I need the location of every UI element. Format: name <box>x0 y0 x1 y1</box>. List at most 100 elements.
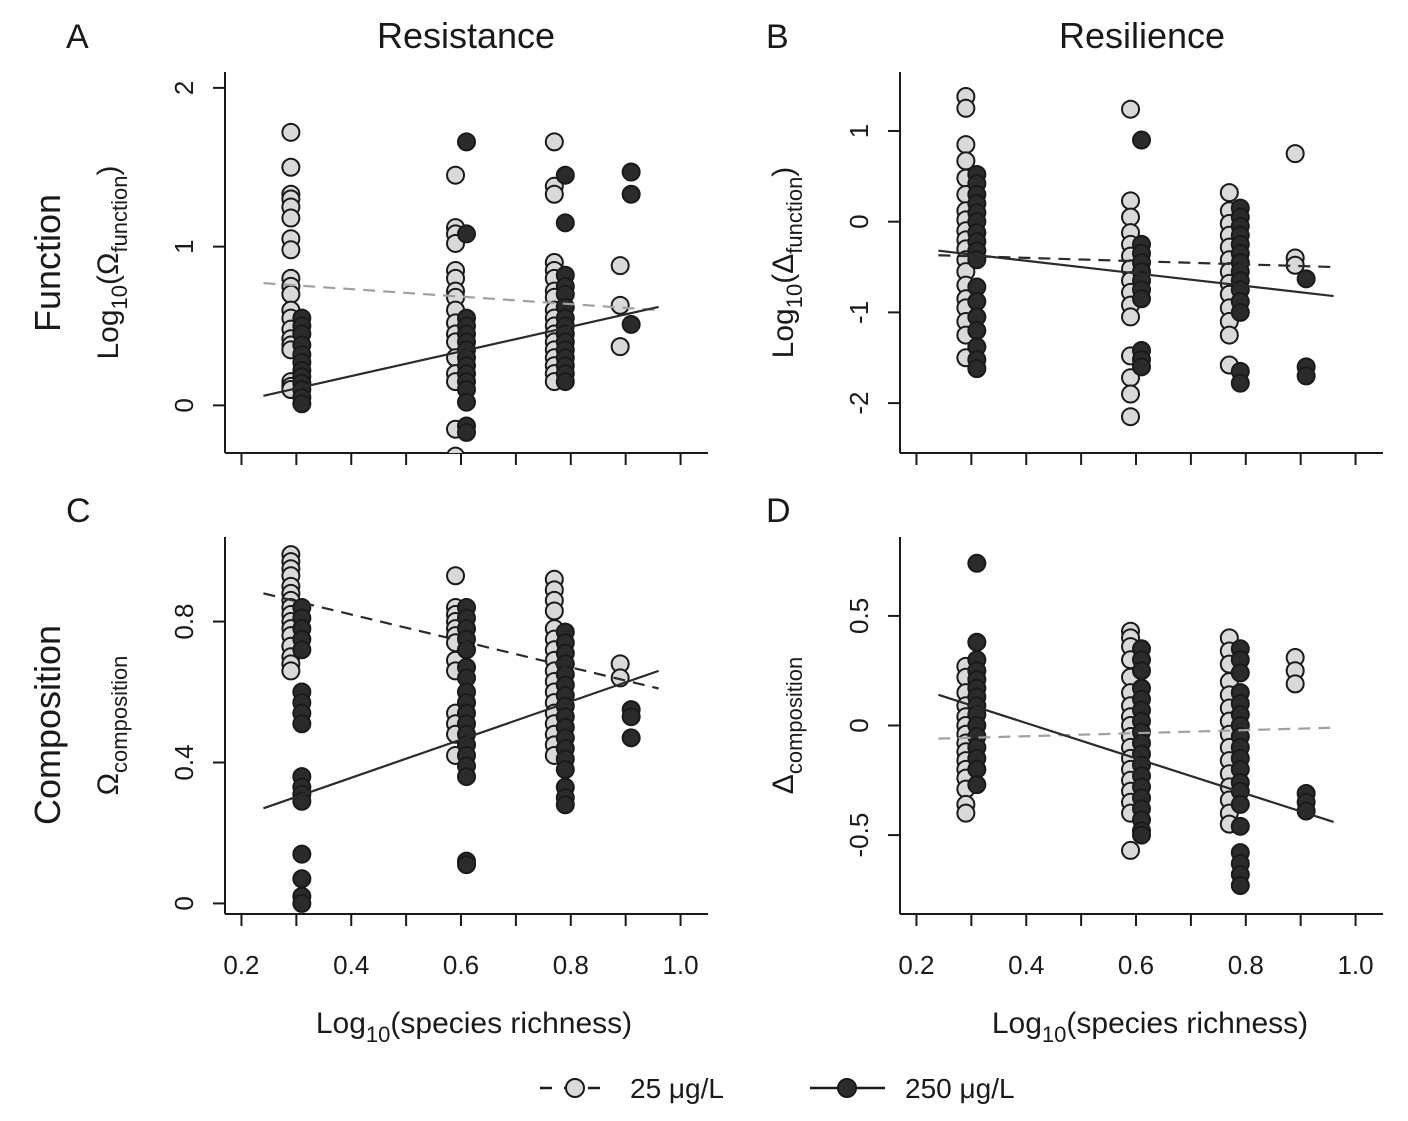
data-point-low <box>446 165 466 185</box>
y-axis-title: Log10(Δfunction) <box>767 167 807 359</box>
data-point-high <box>292 714 312 734</box>
data-point-high <box>967 321 987 341</box>
y-tick-label: 0.4 <box>169 744 199 780</box>
data-point-high <box>457 392 476 412</box>
data-point-high <box>1230 373 1250 393</box>
data-point-low <box>1121 407 1141 427</box>
data-point-low <box>610 337 630 357</box>
data-point-high <box>292 640 312 660</box>
data-point-low <box>610 295 630 315</box>
data-point-high <box>457 767 476 787</box>
data-point-high <box>621 162 641 182</box>
fit-line-high <box>263 669 659 810</box>
fit-line-high <box>938 249 1334 298</box>
plot-area <box>938 86 1334 427</box>
data-point-low <box>1121 99 1141 119</box>
x-tick-label: 0.2 <box>898 950 934 980</box>
y-axis-title: Δcomposition <box>767 657 807 794</box>
y-tick-label: 0 <box>169 398 199 412</box>
data-point-high <box>555 760 575 780</box>
data-point-high <box>457 132 476 152</box>
data-point-low <box>446 566 466 586</box>
data-point-low <box>1219 325 1239 345</box>
y-axis-title: Log10(Ωfunction) <box>92 165 132 359</box>
fit-line-low <box>263 282 659 312</box>
data-point-low <box>1285 674 1305 694</box>
data-point-low <box>1121 307 1141 327</box>
data-point-high <box>967 775 987 795</box>
data-point-high <box>1296 269 1316 289</box>
data-point-low <box>544 132 564 152</box>
plot-area <box>263 122 659 453</box>
data-point-high <box>967 359 987 379</box>
data-point-low <box>610 256 630 276</box>
y-tick-label: 0.8 <box>169 603 199 639</box>
data-point-high <box>1296 366 1316 386</box>
data-point-low <box>446 446 465 453</box>
data-point-high <box>621 728 641 748</box>
data-point-low <box>1121 840 1141 860</box>
plot-area <box>263 545 659 913</box>
panel-letter: C <box>66 492 91 530</box>
data-point-low <box>956 803 976 823</box>
panel-letter: A <box>66 18 89 56</box>
legend-marker-high <box>837 1078 857 1098</box>
panel-c: C 0 0.4 0.8 0.2 0.4 0.6 0.8 1.0 Ωcomposition <box>66 492 708 980</box>
fit-line-low <box>938 726 1334 740</box>
x-axis-title-right: Log10(species richness) <box>992 1007 1308 1047</box>
data-point-high <box>457 855 476 875</box>
y-tick-label: 0.5 <box>844 598 874 634</box>
legend: 25 μg/L 250 μg/L <box>540 1073 1015 1104</box>
data-point-high <box>1132 661 1151 681</box>
y-tick-label: 1 <box>169 239 199 253</box>
data-point-high <box>555 165 575 185</box>
x-tick-label: 0.4 <box>333 950 369 980</box>
panel-letter: B <box>766 18 789 56</box>
y-tick-label: 2 <box>169 81 199 95</box>
data-point-high <box>1230 876 1250 896</box>
row-title-composition: Composition <box>27 625 68 825</box>
fit-line-high <box>938 693 1334 823</box>
data-point-high <box>292 844 312 864</box>
data-point-high <box>555 213 575 233</box>
y-axis-title: Ωcomposition <box>92 656 132 796</box>
data-point-high <box>555 795 575 815</box>
data-point-high <box>967 553 987 573</box>
data-point-high <box>555 372 575 392</box>
data-point-high <box>1132 130 1151 150</box>
plot-area <box>938 553 1334 896</box>
x-tick-label: 0.6 <box>1118 950 1154 980</box>
data-point-high <box>621 314 641 334</box>
data-point-low <box>956 135 976 155</box>
x-tick-label: 0.2 <box>223 950 259 980</box>
x-tick-label: 0.6 <box>443 950 479 980</box>
data-point-low <box>281 240 301 260</box>
data-point-low <box>1219 183 1239 203</box>
data-point-high <box>1132 825 1151 845</box>
data-point-high <box>967 632 987 652</box>
legend-item-low: 25 μg/L <box>540 1073 724 1104</box>
data-point-high <box>1132 289 1151 309</box>
x-tick-label: 0.4 <box>1008 950 1044 980</box>
y-tick-label: 0 <box>844 718 874 732</box>
data-point-low <box>544 601 564 621</box>
data-point-low <box>281 157 301 177</box>
panel-b: B 1 0 -1 -2 Log10(Δfunction) <box>766 18 1383 465</box>
panel-letter: D <box>766 492 791 530</box>
data-point-high <box>1230 663 1250 683</box>
x-axis-title-left: Log10(species richness) <box>316 1007 632 1047</box>
data-point-high <box>457 422 476 442</box>
data-point-high <box>1230 794 1250 814</box>
data-point-high <box>1132 357 1151 377</box>
y-tick-label: -2 <box>844 392 874 415</box>
data-point-low <box>956 98 976 118</box>
data-point-high <box>1230 816 1250 836</box>
y-tick-label: 0 <box>844 214 874 228</box>
legend-label-low: 25 μg/L <box>630 1073 724 1104</box>
data-point-low <box>1285 144 1305 164</box>
data-point-low <box>1121 191 1141 211</box>
y-tick-label: 0 <box>169 896 199 910</box>
legend-item-high: 250 μg/L <box>810 1073 1015 1104</box>
x-tick-label: 0.8 <box>1228 950 1264 980</box>
